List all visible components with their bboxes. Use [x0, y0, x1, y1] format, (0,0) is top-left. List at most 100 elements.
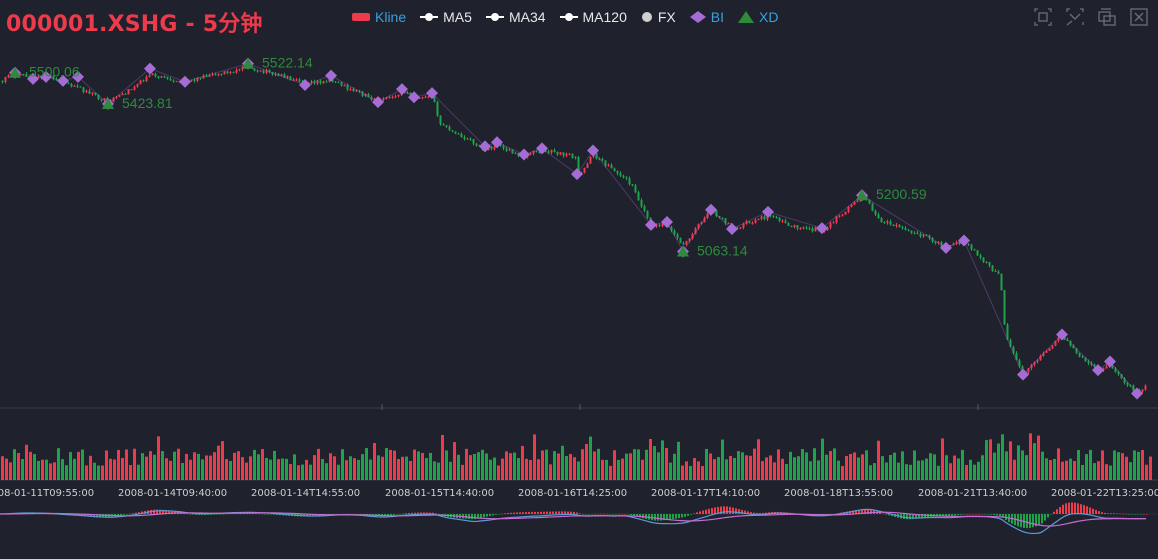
bi-marker[interactable] — [27, 72, 39, 85]
bi-marker[interactable] — [426, 87, 438, 100]
legend-item-bi[interactable]: BI — [689, 9, 724, 25]
bi-marker[interactable] — [1131, 387, 1143, 400]
candle-body — [919, 233, 922, 237]
bi-marker[interactable] — [299, 79, 311, 91]
candle-body — [88, 90, 91, 94]
candle-body — [610, 164, 613, 169]
bi-marker[interactable] — [72, 70, 84, 83]
bi-marker[interactable] — [144, 62, 156, 75]
bi-marker[interactable] — [940, 241, 952, 254]
volume-bar — [113, 459, 116, 480]
candle-body — [340, 82, 343, 86]
bi-marker[interactable] — [40, 70, 52, 83]
xd-marker[interactable] — [677, 245, 689, 257]
volume-bar — [297, 465, 300, 480]
volume-bar — [45, 459, 48, 480]
bi-marker[interactable] — [518, 148, 530, 161]
volume-bar — [1021, 450, 1024, 480]
x-axis-label: 2008-01-15T14:40:00 — [385, 488, 494, 499]
volume-bar — [1069, 458, 1072, 480]
macd-bar — [255, 513, 257, 514]
bi-marker[interactable] — [396, 83, 408, 96]
macd-bar — [1065, 503, 1067, 514]
candle-body — [553, 150, 556, 152]
candle-body — [1102, 368, 1105, 371]
volume-bar — [681, 465, 684, 480]
candle-body — [811, 228, 814, 232]
bi-marker[interactable] — [1104, 355, 1116, 368]
bi-marker[interactable] — [1092, 364, 1104, 377]
volume-bar — [285, 458, 288, 480]
zoom-area-icon[interactable] — [1034, 8, 1052, 26]
bi-marker[interactable] — [645, 218, 657, 231]
bi-marker[interactable] — [491, 136, 503, 149]
volume-bar — [929, 453, 932, 480]
volume-bar — [597, 448, 600, 480]
bi-marker[interactable] — [372, 96, 384, 109]
macd-bar — [657, 514, 659, 521]
bi-marker[interactable] — [726, 223, 738, 235]
macd-bar — [249, 513, 251, 514]
legend-item-xd[interactable]: XD — [738, 9, 778, 25]
volume-bar — [521, 445, 524, 480]
bi-marker[interactable] — [1017, 368, 1029, 381]
macd-bar — [906, 514, 908, 520]
macd-bar — [996, 514, 998, 516]
macd-bar — [540, 511, 542, 514]
volume-bar — [821, 438, 824, 480]
data-view-icon[interactable] — [1098, 8, 1116, 26]
macd-bar — [936, 514, 938, 517]
xd-marker[interactable] — [9, 66, 21, 78]
volume-bar — [801, 448, 804, 480]
restore-icon[interactable] — [1130, 8, 1148, 26]
candle-body — [322, 81, 325, 84]
volume-bar — [805, 452, 808, 480]
bi-marker[interactable] — [661, 216, 673, 229]
bi-marker[interactable] — [571, 168, 583, 181]
xd-label: 5423.81 — [122, 95, 173, 111]
candle-body — [118, 95, 121, 97]
candle-body — [601, 158, 604, 161]
xd-marker[interactable] — [242, 57, 254, 69]
bi-marker[interactable] — [705, 203, 717, 216]
zoom-reset-icon[interactable] — [1066, 8, 1084, 26]
xd-marker[interactable] — [102, 97, 114, 109]
macd-bar — [915, 514, 917, 519]
legend-item-ma5[interactable]: MA5 — [420, 9, 472, 25]
candle-body — [298, 79, 301, 82]
bi-marker[interactable] — [536, 142, 548, 155]
bi-marker[interactable] — [179, 75, 191, 88]
candle-body — [154, 73, 157, 77]
candle-body — [451, 130, 454, 132]
macd-bar — [309, 514, 311, 517]
candle-body — [295, 79, 298, 81]
bi-marker[interactable] — [57, 74, 69, 87]
volume-bar — [537, 459, 540, 480]
bi-marker[interactable] — [587, 144, 599, 157]
bi-marker[interactable] — [479, 140, 491, 153]
legend-item-ma120[interactable]: MA120 — [559, 9, 627, 25]
volume-bar — [961, 449, 964, 480]
bi-marker[interactable] — [408, 91, 420, 104]
macd-bar — [696, 512, 698, 514]
volume-bar — [917, 460, 920, 480]
xd-marker[interactable] — [856, 189, 868, 201]
bi-marker[interactable] — [958, 234, 970, 247]
candle-body — [760, 216, 763, 219]
bi-marker[interactable] — [1056, 328, 1068, 341]
macd-bar — [168, 510, 170, 514]
macd-bar — [1041, 514, 1043, 524]
bi-marker[interactable] — [762, 205, 774, 218]
candle-body — [19, 73, 22, 76]
candle-body — [703, 218, 706, 223]
legend-item-kline[interactable]: Kline — [352, 9, 406, 25]
bi-marker[interactable] — [816, 222, 828, 235]
volume-bar — [333, 456, 336, 480]
candle-body — [361, 91, 364, 96]
bi-marker[interactable] — [325, 69, 337, 82]
legend-item-ma34[interactable]: MA34 — [485, 9, 546, 25]
legend-item-fx[interactable]: FX — [641, 9, 676, 25]
candle-body — [808, 228, 811, 230]
macd-bar — [402, 513, 404, 515]
